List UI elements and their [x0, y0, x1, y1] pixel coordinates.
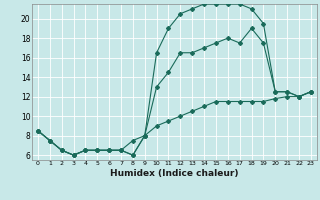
- X-axis label: Humidex (Indice chaleur): Humidex (Indice chaleur): [110, 169, 239, 178]
